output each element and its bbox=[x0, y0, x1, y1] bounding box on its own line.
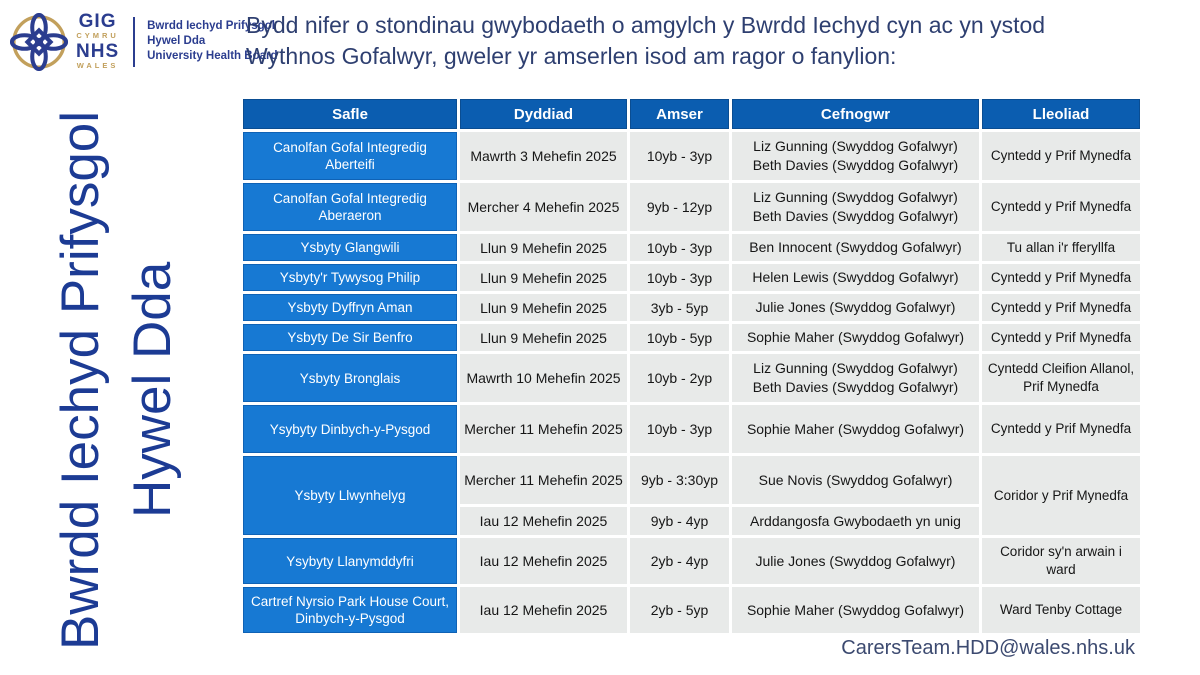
location-cell: Cyntedd Cleifion Allanol, Prif Mynedfa bbox=[982, 354, 1140, 402]
column-header-lleoliad: Lleoliad bbox=[982, 99, 1140, 129]
date-cell: Mawrth 10 Mehefin 2025 bbox=[460, 354, 627, 402]
time-cell: 3yb - 5yp bbox=[630, 294, 729, 321]
logo-org-line1: Bwrdd Iechyd Prifysgol bbox=[147, 20, 275, 32]
location-cell: Coridor y Prif Mynedfa bbox=[982, 456, 1140, 535]
time-cell: 10yb - 3yp bbox=[630, 264, 729, 291]
intro-text: Bydd nifer o stondinau gwybodaeth o amgy… bbox=[246, 12, 1046, 69]
date-cell: Llun 9 Mehefin 2025 bbox=[460, 264, 627, 291]
time-cell: 10yb - 2yp bbox=[630, 354, 729, 402]
supporter-cell: Ben Innocent (Swyddog Gofalwyr) bbox=[732, 234, 979, 261]
site-cell: Ysbyty Llwynhelyg bbox=[243, 456, 457, 535]
date-cell: Iau 12 Mehefin 2025 bbox=[460, 587, 627, 633]
date-cell: Iau 12 Mehefin 2025 bbox=[460, 507, 627, 535]
time-cell: 2yb - 5yp bbox=[630, 587, 729, 633]
column-header-cefnogwr: Cefnogwr bbox=[732, 99, 979, 129]
location-cell: Cyntedd y Prif Mynedfa bbox=[982, 183, 1140, 231]
site-cell: Ysbyty Glangwili bbox=[243, 234, 457, 261]
supporter-cell: Liz Gunning (Swyddog Gofalwyr) Beth Davi… bbox=[732, 183, 979, 231]
time-cell: 10yb - 3yp bbox=[630, 234, 729, 261]
table-row: Cartref Nyrsio Park House Court, Dinbych… bbox=[243, 587, 1140, 633]
supporter-cell: Helen Lewis (Swyddog Gofalwyr) bbox=[732, 264, 979, 291]
date-cell: Mercher 11 Mehefin 2025 bbox=[460, 405, 627, 453]
date-cell: Llun 9 Mehefin 2025 bbox=[460, 234, 627, 261]
site-cell: Canolfan Gofal Integredig Aberteifi bbox=[243, 132, 457, 180]
site-cell: Ysybyty Llanymddyfri bbox=[243, 538, 457, 584]
site-cell: Ysbyty Bronglais bbox=[243, 354, 457, 402]
schedule-table: Safle Dyddiad Amser Cefnogwr Lleoliad Ca… bbox=[240, 96, 1143, 636]
date-cell: Mawrth 3 Mehefin 2025 bbox=[460, 132, 627, 180]
date-cell: Llun 9 Mehefin 2025 bbox=[460, 294, 627, 321]
logo-divider bbox=[133, 16, 136, 67]
location-cell: Ward Tenby Cottage bbox=[982, 587, 1140, 633]
table-row: Ysbyty Glangwili Llun 9 Mehefin 2025 10y… bbox=[243, 234, 1140, 261]
table-row: Iau 12 Mehefin 2025 9yb - 4yp Arddangosf… bbox=[243, 507, 1140, 535]
time-cell: 9yb - 3:30yp bbox=[630, 456, 729, 504]
time-cell: 9yb - 12yp bbox=[630, 183, 729, 231]
site-cell: Ysbyty De Sir Benfro bbox=[243, 324, 457, 351]
site-cell: Canolfan Gofal Integredig Aberaeron bbox=[243, 183, 457, 231]
supporter-cell: Sue Novis (Swyddog Gofalwyr) bbox=[732, 456, 979, 504]
logo-nhs-text: NHS bbox=[76, 40, 120, 62]
table-row: Canolfan Gofal Integredig Aberaeron Merc… bbox=[243, 183, 1140, 231]
table-row: Ysbyty'r Tywysog Philip Llun 9 Mehefin 2… bbox=[243, 264, 1140, 291]
logo-org-line2: Hywel Dda bbox=[147, 35, 206, 47]
time-cell: 10yb - 3yp bbox=[630, 405, 729, 453]
logo-wales-text: WALES bbox=[76, 60, 119, 70]
site-cell: Ysbyty Dyffryn Aman bbox=[243, 294, 457, 321]
time-cell: 2yb - 4yp bbox=[630, 538, 729, 584]
location-cell: Cyntedd y Prif Mynedfa bbox=[982, 294, 1140, 321]
site-cell: Cartref Nyrsio Park House Court, Dinbych… bbox=[243, 587, 457, 633]
vertical-org-name-line1: Bwrdd Iechyd Prifysgol bbox=[51, 110, 110, 650]
location-cell: Cyntedd y Prif Mynedfa bbox=[982, 405, 1140, 453]
column-header-safle: Safle bbox=[243, 99, 457, 129]
supporter-cell: Sophie Maher (Swyddog Gofalwyr) bbox=[732, 405, 979, 453]
location-cell: Cyntedd y Prif Mynedfa bbox=[982, 132, 1140, 180]
time-cell: 10yb - 5yp bbox=[630, 324, 729, 351]
date-cell: Iau 12 Mehefin 2025 bbox=[460, 538, 627, 584]
location-cell: Coridor sy'n arwain i ward bbox=[982, 538, 1140, 584]
logo-org-name: Bwrdd Iechyd Prifysgol Hywel Dda Univers… bbox=[147, 19, 277, 64]
supporter-cell: Liz Gunning (Swyddog Gofalwyr) Beth Davi… bbox=[732, 354, 979, 402]
supporter-cell: Sophie Maher (Swyddog Gofalwyr) bbox=[732, 587, 979, 633]
header-row: Safle Dyddiad Amser Cefnogwr Lleoliad bbox=[243, 99, 1140, 129]
time-cell: 9yb - 4yp bbox=[630, 507, 729, 535]
logo-org-line3: University Health Board bbox=[147, 50, 278, 62]
table-row: Ysbyty Dyffryn Aman Llun 9 Mehefin 2025 … bbox=[243, 294, 1140, 321]
nhs-wales-logo: GIG CYMRU NHS WALES Bwrdd Iechyd Prifysg… bbox=[10, 12, 278, 71]
site-cell: Ysbyty'r Tywysog Philip bbox=[243, 264, 457, 291]
date-cell: Mercher 4 Mehefin 2025 bbox=[460, 183, 627, 231]
table-row: Ysbyty Bronglais Mawrth 10 Mehefin 2025 … bbox=[243, 354, 1140, 402]
supporter-cell: Julie Jones (Swyddog Gofalwyr) bbox=[732, 294, 979, 321]
column-header-amser: Amser bbox=[630, 99, 729, 129]
table-row: Ysybyty Llanymddyfri Iau 12 Mehefin 2025… bbox=[243, 538, 1140, 584]
supporter-cell: Julie Jones (Swyddog Gofalwyr) bbox=[732, 538, 979, 584]
logo-cymru-text: CYMRU bbox=[76, 31, 119, 40]
table-row: Ysbyty De Sir Benfro Llun 9 Mehefin 2025… bbox=[243, 324, 1140, 351]
date-cell: Llun 9 Mehefin 2025 bbox=[460, 324, 627, 351]
vertical-org-name-line2: Hywel Dda bbox=[123, 261, 182, 518]
time-cell: 10yb - 3yp bbox=[630, 132, 729, 180]
table-row: Ysbyty Llwynhelyg Mercher 11 Mehefin 202… bbox=[243, 456, 1140, 535]
location-cell: Cyntedd y Prif Mynedfa bbox=[982, 324, 1140, 351]
supporter-cell: Liz Gunning (Swyddog Gofalwyr) Beth Davi… bbox=[732, 132, 979, 180]
location-cell: Tu allan i'r fferyllfa bbox=[982, 234, 1140, 261]
contact-email[interactable]: CarersTeam.HDD@wales.nhs.uk bbox=[841, 637, 1135, 659]
celtic-knot-icon bbox=[10, 12, 68, 71]
supporter-cell: Sophie Maher (Swyddog Gofalwyr) bbox=[732, 324, 979, 351]
table-row: Ysybyty Dinbych-y-Pysgod Mercher 11 Mehe… bbox=[243, 405, 1140, 453]
column-header-dyddiad: Dyddiad bbox=[460, 99, 627, 129]
table-row: Canolfan Gofal Integredig Aberteifi Mawr… bbox=[243, 132, 1140, 180]
logo-gig-nhs-stack: GIG CYMRU NHS WALES bbox=[76, 12, 119, 71]
supporter-cell: Arddangosfa Gwybodaeth yn unig bbox=[732, 507, 979, 535]
location-cell: Cyntedd y Prif Mynedfa bbox=[982, 264, 1140, 291]
logo-gig-text: GIG bbox=[78, 11, 117, 32]
site-cell: Ysybyty Dinbych-y-Pysgod bbox=[243, 405, 457, 453]
date-cell: Mercher 11 Mehefin 2025 bbox=[460, 456, 627, 504]
